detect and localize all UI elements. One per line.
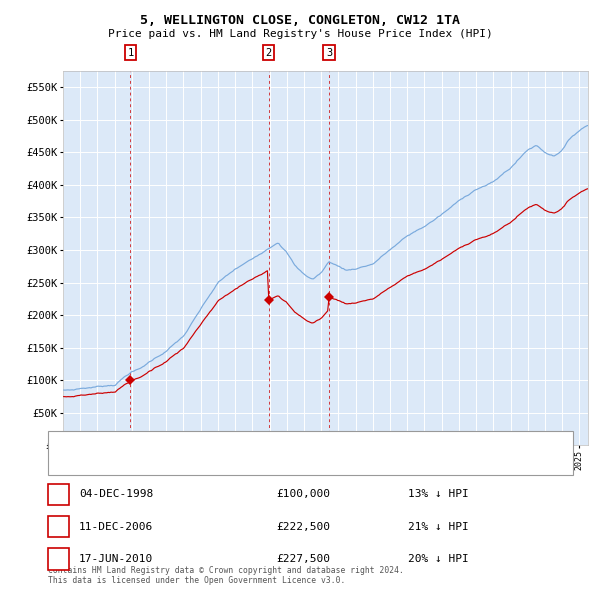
Text: £227,500: £227,500 <box>276 554 330 564</box>
Text: 1: 1 <box>127 48 134 58</box>
Text: 04-DEC-1998: 04-DEC-1998 <box>79 489 154 499</box>
Text: 3: 3 <box>326 48 332 58</box>
Text: Contains HM Land Registry data © Crown copyright and database right 2024.
This d: Contains HM Land Registry data © Crown c… <box>48 566 404 585</box>
Text: 2: 2 <box>55 522 62 532</box>
Text: 5, WELLINGTON CLOSE, CONGLETON, CW12 1TA: 5, WELLINGTON CLOSE, CONGLETON, CW12 1TA <box>140 14 460 27</box>
Text: £222,500: £222,500 <box>276 522 330 532</box>
Text: HPI: Average price, detached house, Cheshire East: HPI: Average price, detached house, Ches… <box>93 458 381 468</box>
Text: 21% ↓ HPI: 21% ↓ HPI <box>408 522 469 532</box>
Text: 5, WELLINGTON CLOSE, CONGLETON, CW12 1TA (detached house): 5, WELLINGTON CLOSE, CONGLETON, CW12 1TA… <box>93 438 428 448</box>
Text: 17-JUN-2010: 17-JUN-2010 <box>79 554 154 564</box>
Text: £100,000: £100,000 <box>276 489 330 499</box>
Text: Price paid vs. HM Land Registry's House Price Index (HPI): Price paid vs. HM Land Registry's House … <box>107 30 493 39</box>
Text: 13% ↓ HPI: 13% ↓ HPI <box>408 489 469 499</box>
Text: 3: 3 <box>55 554 62 564</box>
Text: 2: 2 <box>265 48 272 58</box>
Text: 1: 1 <box>55 489 62 499</box>
Text: 11-DEC-2006: 11-DEC-2006 <box>79 522 154 532</box>
Text: 20% ↓ HPI: 20% ↓ HPI <box>408 554 469 564</box>
